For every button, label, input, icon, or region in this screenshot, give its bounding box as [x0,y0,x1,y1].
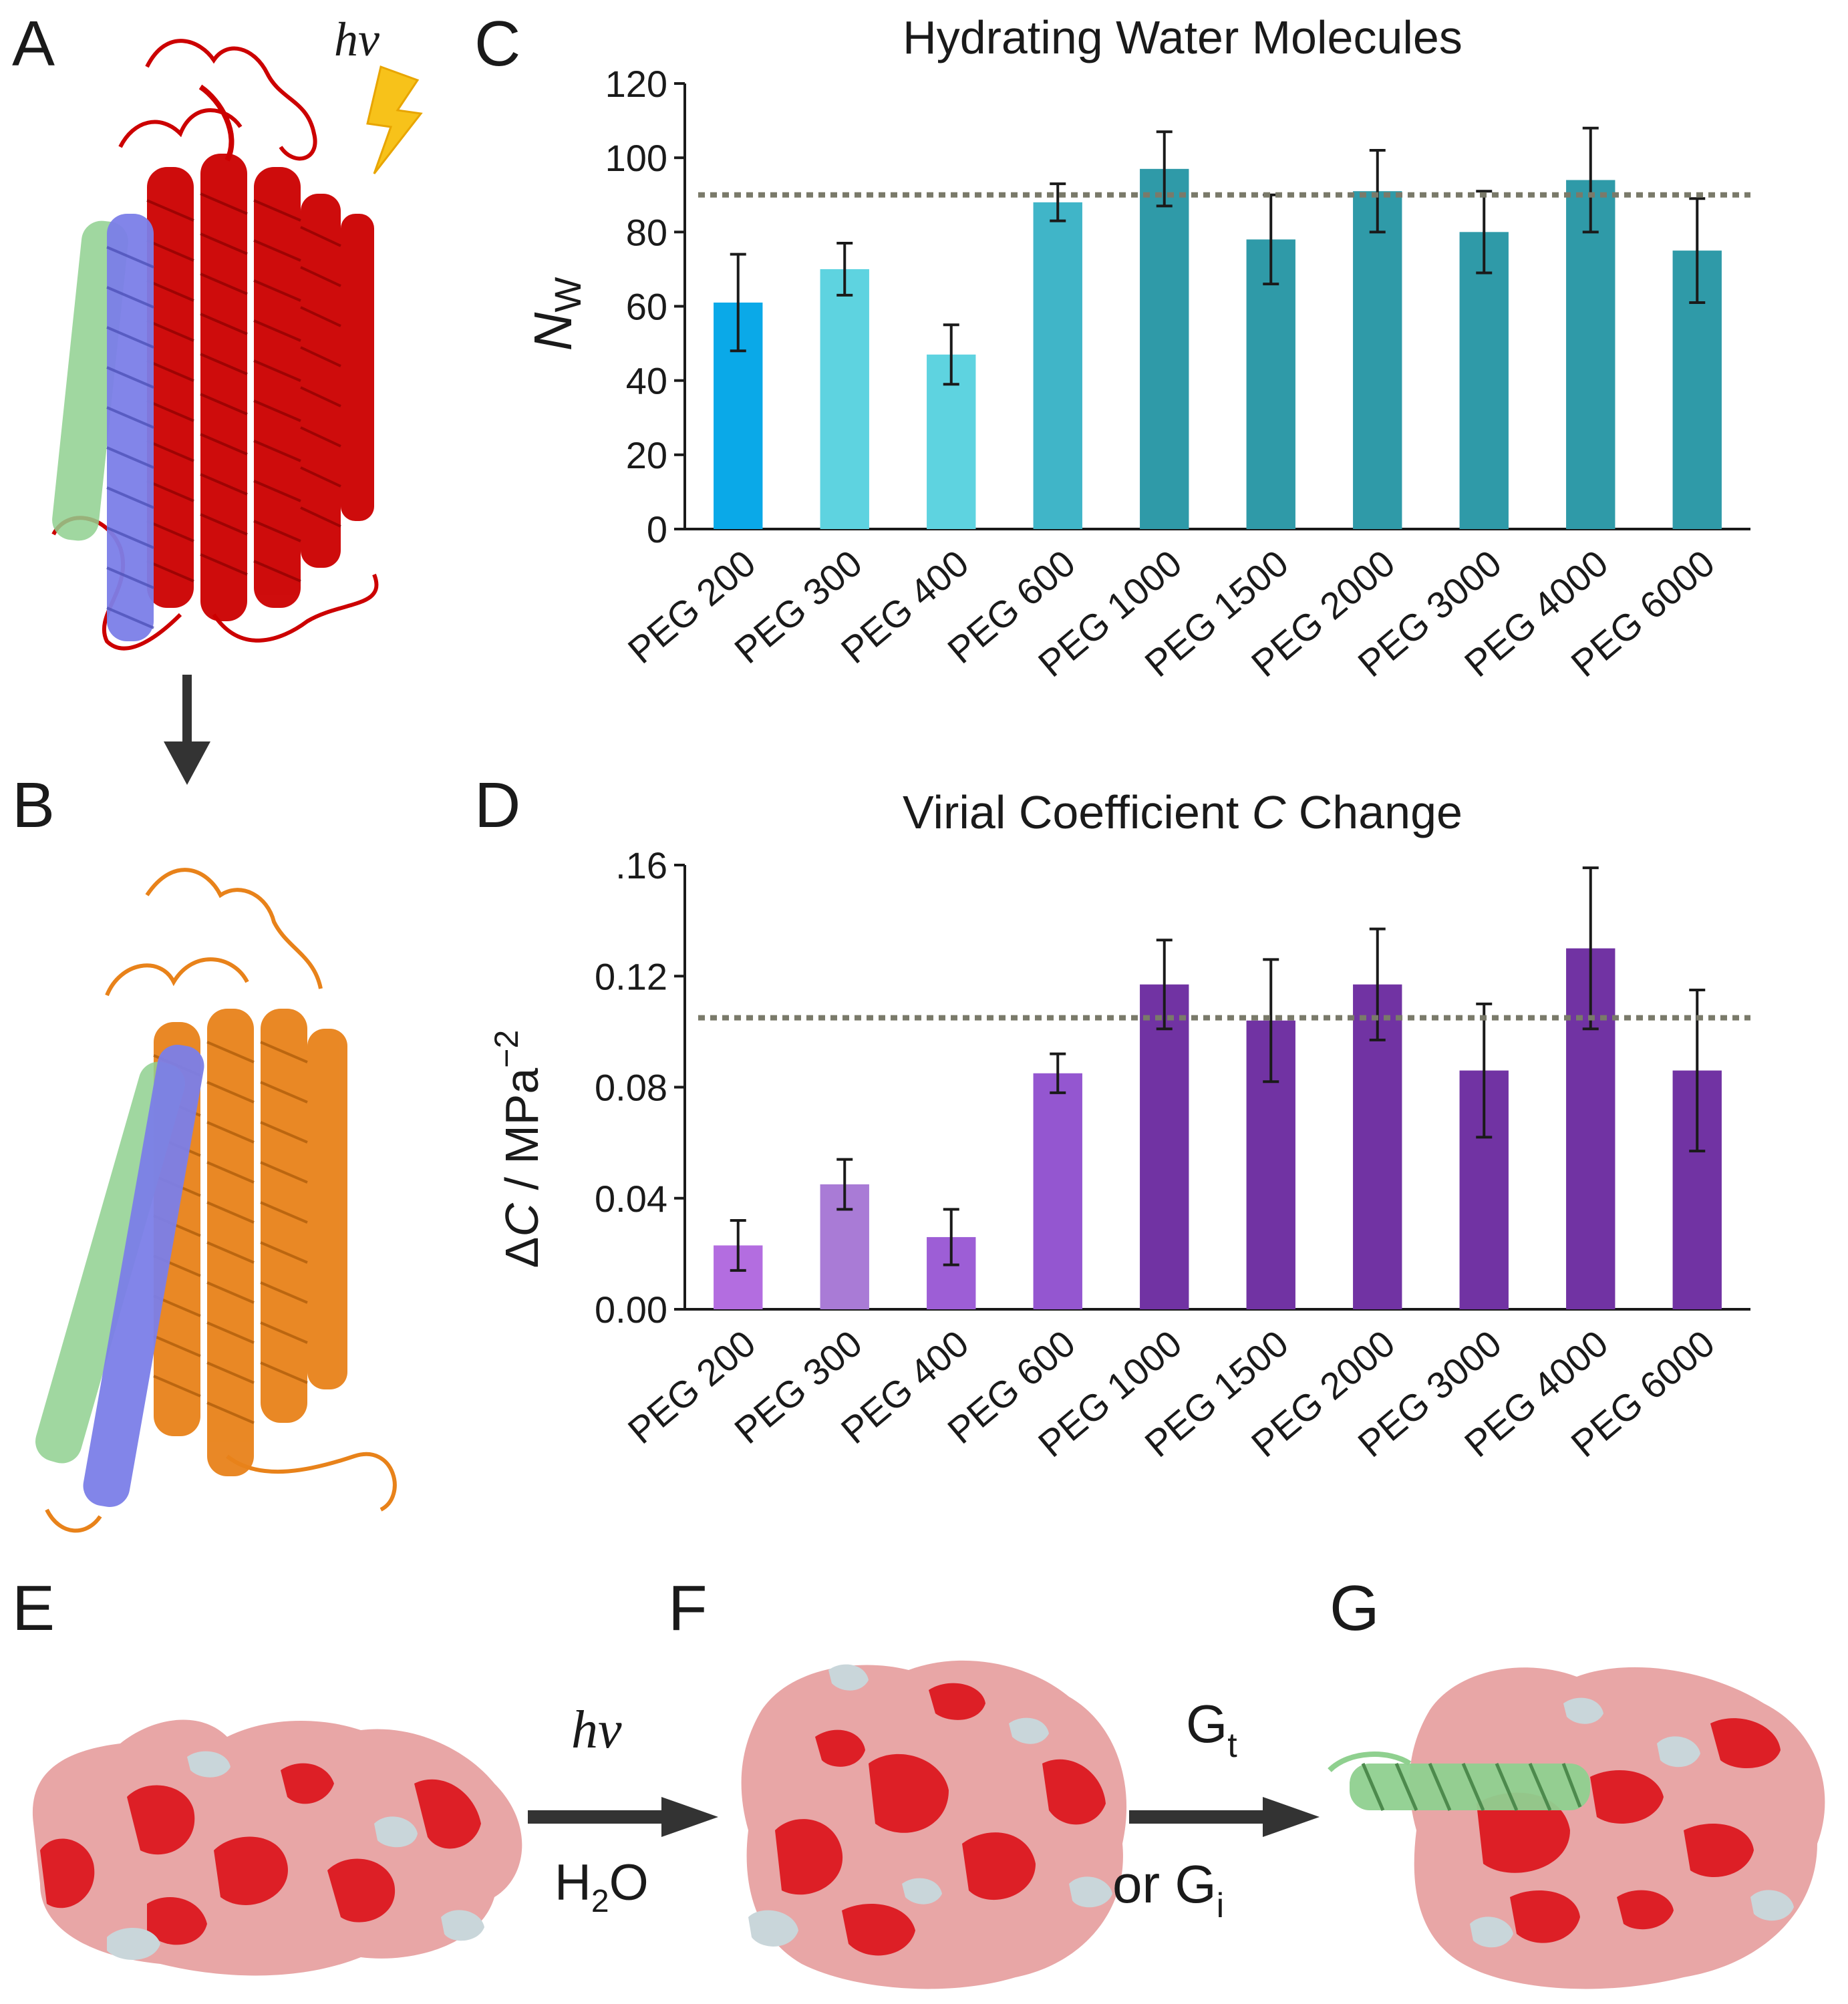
gt-label: Gt [1186,1694,1237,1765]
y-tick-label: 0.08 [595,1067,667,1109]
y-tick-label: 40 [626,360,667,402]
chart-virial-coefficient: Virial Coefficient C Change ΔC / MPa−2 0… [488,786,1750,1465]
chart-c-ylabel-main: N [523,312,583,351]
y-tick-label: 0.00 [595,1289,667,1331]
y-tick-label: .16 [615,844,667,886]
y-tick-label: 0.12 [595,955,667,997]
svg-text:ΔC / MPa−2: ΔC / MPa−2 [488,1030,548,1269]
down-arrow-icon [164,675,210,785]
hv-label-ef: hv [571,1701,622,1760]
bar [1246,239,1295,529]
bar [1140,984,1189,1309]
bar [1459,232,1509,529]
y-tick-label: 0 [647,508,667,550]
y-tick-label: 60 [626,286,667,328]
panel-letter-b: B [12,770,55,841]
panel-letter-c: C [474,8,521,79]
chart-c-ylabel-sub: W [547,277,589,313]
bar [1033,1073,1082,1309]
right-arrow-icon-ef [528,1797,718,1837]
panel-letter-g: G [1330,1572,1380,1644]
y-tick-label: 20 [626,434,667,476]
rhodopsin-meta-state-structure [35,868,397,1533]
lightning-icon [366,65,423,174]
y-tick-label: 120 [605,63,667,105]
panel-letter-d: D [474,770,521,841]
bar [1353,191,1402,529]
bar [1140,168,1189,529]
bar [820,269,869,529]
y-tick-label: 100 [605,137,667,179]
y-tick-label: 0.04 [595,1178,667,1220]
hv-label-a: hv [334,13,379,66]
bar [1033,202,1082,529]
panel-letter-e: E [12,1572,55,1644]
chart-c-title: Hydrating Water Molecules [903,11,1462,63]
panel-letter-f: F [668,1572,708,1644]
surface-f [741,1660,1127,1989]
h2o-label: H2O [555,1854,649,1919]
right-arrow-icon-fg [1129,1797,1320,1837]
chart-hydrating-water: Hydrating Water Molecules NW 0 20 40 60 80 10… [523,11,1750,685]
surface-g [1328,1667,1825,1989]
chart-c-ylabel: NW [523,277,589,351]
bar [1566,180,1615,529]
gi-label: or Gi [1112,1854,1225,1925]
panel-letter-a: A [12,8,55,79]
chart-d-ylabel: ΔC / MPa−2 [488,1030,548,1269]
svg-text:NW: NW [523,277,589,351]
rhodopsin-dark-state-structure [51,39,423,651]
y-tick-label: 80 [626,211,667,253]
g-protein-peptide-helix [1328,1751,1590,1811]
surface-e [32,1719,522,1976]
chart-d-title: Virial Coefficient C Change [903,786,1462,838]
